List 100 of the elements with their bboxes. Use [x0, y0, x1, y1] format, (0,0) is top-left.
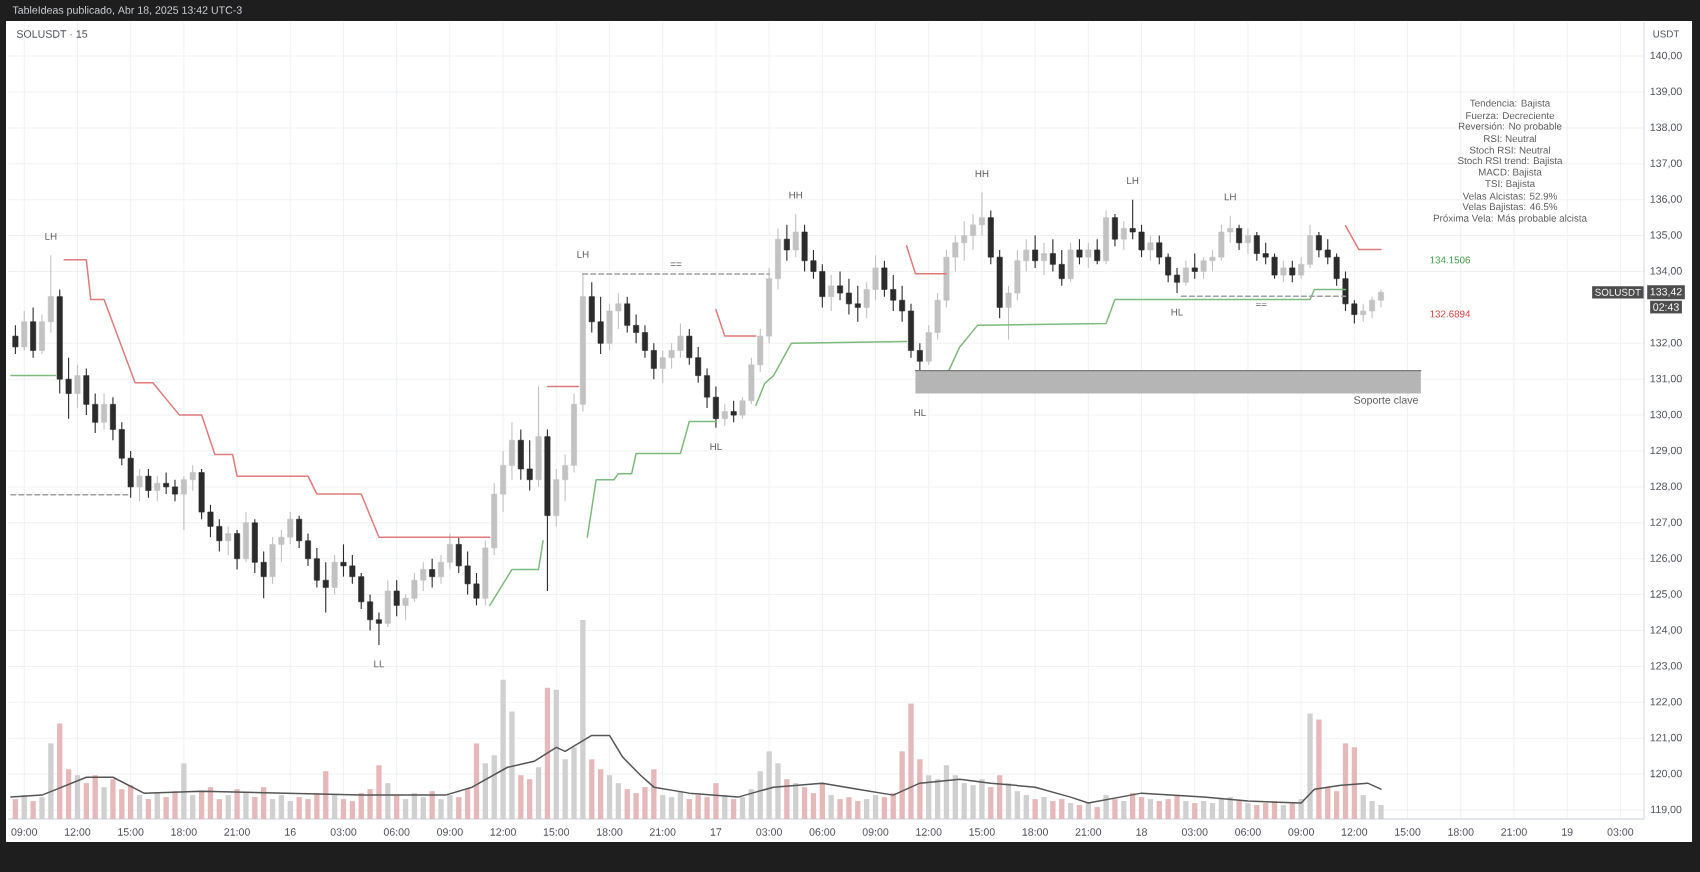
- bar: [668, 797, 675, 819]
- bar: [730, 799, 737, 819]
- bar: [261, 787, 267, 819]
- bar: [1023, 795, 1029, 819]
- candlestick: [1076, 238, 1083, 265]
- bar: [252, 797, 258, 819]
- bar: [527, 779, 533, 819]
- candlestick: [1289, 260, 1296, 283]
- candlestick: [74, 364, 81, 409]
- candlestick: [1032, 235, 1039, 269]
- bar: [234, 789, 240, 819]
- bar: [589, 759, 595, 819]
- bar: [810, 793, 817, 819]
- bar: [1209, 803, 1216, 819]
- candlestick: [1236, 224, 1243, 251]
- candlestick: [331, 554, 338, 596]
- bar: [1280, 805, 1287, 819]
- bar: [686, 799, 692, 819]
- candlestick: [535, 385, 542, 488]
- bar: [216, 799, 222, 819]
- bar: [553, 689, 559, 819]
- candlestick: [1147, 235, 1154, 262]
- bar: [429, 791, 435, 819]
- bar: [402, 799, 409, 819]
- candlestick: [624, 296, 631, 334]
- bar: [872, 795, 879, 819]
- candlestick: [721, 403, 728, 427]
- bar: [83, 783, 89, 819]
- candlestick: [1094, 238, 1101, 265]
- candlestick: [730, 400, 737, 423]
- bar: [65, 769, 72, 819]
- candlestick: [234, 529, 241, 571]
- bar: [1236, 801, 1242, 819]
- candlestick: [429, 558, 436, 588]
- bar: [934, 779, 941, 819]
- bar: [92, 775, 98, 819]
- candlestick: [101, 393, 108, 431]
- candlestick: [189, 464, 196, 492]
- candlestick: [21, 310, 28, 352]
- bar: [1316, 719, 1322, 819]
- bar: [349, 801, 356, 819]
- bar: [394, 795, 400, 819]
- bar: [456, 797, 462, 819]
- bar: [1067, 803, 1074, 819]
- bar: [1032, 799, 1038, 819]
- bar: [287, 801, 293, 819]
- candlestick: [1103, 209, 1110, 265]
- candlestick: [446, 533, 453, 571]
- bar: [1289, 803, 1295, 819]
- bar: [1147, 799, 1154, 819]
- bar: [1014, 791, 1021, 819]
- bar: [943, 765, 950, 819]
- bar: [225, 795, 231, 819]
- candlestick: [526, 439, 533, 492]
- bar: [784, 779, 790, 819]
- candlestick: [1182, 260, 1189, 287]
- bar: [1041, 797, 1047, 819]
- bar: [926, 775, 932, 819]
- bar: [1227, 797, 1233, 819]
- bar: [1245, 803, 1251, 819]
- bar: [154, 793, 160, 819]
- candlestick: [1085, 242, 1092, 269]
- bar: [181, 763, 187, 819]
- bar: [1076, 805, 1083, 819]
- candlestick: [1067, 242, 1074, 283]
- bar: [739, 797, 746, 819]
- bar: [1192, 803, 1198, 819]
- candlestick: [828, 274, 835, 312]
- bar: [1351, 747, 1358, 819]
- bar: [801, 787, 808, 819]
- bar: [881, 797, 888, 819]
- candlestick: [1191, 253, 1198, 280]
- bar: [464, 789, 471, 819]
- bar: [1342, 743, 1349, 819]
- candlestick: [242, 511, 249, 563]
- bar: [793, 783, 799, 819]
- bar: [828, 795, 834, 819]
- candlestick: [322, 561, 329, 614]
- bar: [1254, 805, 1260, 819]
- candlestick: [30, 306, 37, 359]
- bar: [518, 775, 524, 819]
- candlestick: [792, 213, 799, 258]
- bar: [1121, 801, 1127, 819]
- candlestick: [163, 472, 170, 495]
- bar: [1085, 803, 1091, 819]
- candlestick: [145, 468, 152, 499]
- candlestick: [837, 270, 844, 301]
- candlestick: [553, 468, 560, 527]
- candlestick: [12, 324, 19, 355]
- candlestick: [1120, 220, 1127, 251]
- bar: [30, 801, 36, 819]
- bar: [57, 723, 63, 819]
- bar: [997, 775, 1003, 819]
- bar: [1103, 795, 1109, 819]
- candlestick: [1244, 227, 1251, 255]
- candlestick: [393, 579, 400, 617]
- bar: [988, 787, 994, 819]
- bar: [278, 795, 285, 819]
- bar: [1005, 783, 1012, 819]
- bar: [74, 775, 81, 819]
